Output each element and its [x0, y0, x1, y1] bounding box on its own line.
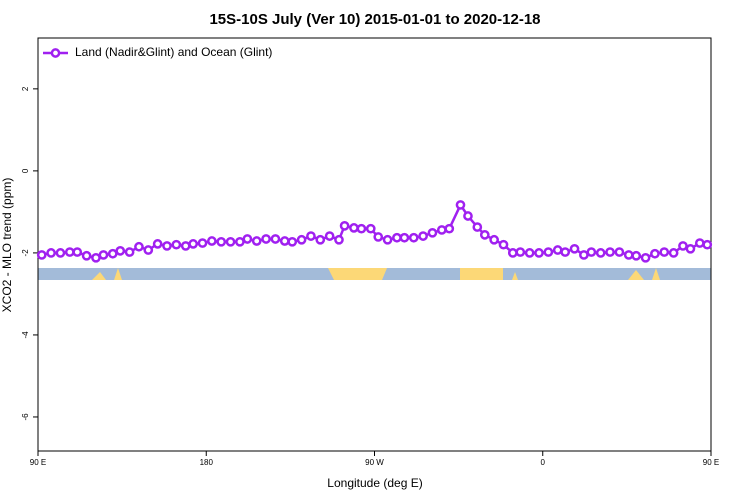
point: [668, 248, 679, 258]
point: [534, 248, 544, 258]
point: [349, 223, 359, 233]
point: [507, 248, 518, 258]
point: [623, 250, 634, 260]
point: [498, 239, 509, 250]
point: [427, 227, 438, 238]
point: [356, 223, 367, 234]
y-tick-label: -6: [21, 413, 30, 421]
point: [694, 238, 705, 248]
point: [46, 248, 56, 258]
y-tick-label: -4: [21, 331, 30, 339]
point: [569, 243, 580, 254]
point: [171, 239, 182, 250]
point: [124, 247, 135, 257]
surface-strip: [38, 268, 711, 280]
point: [444, 223, 455, 234]
x-tick-label: 0: [541, 458, 546, 467]
point: [306, 231, 316, 241]
point: [225, 236, 236, 247]
point: [261, 234, 271, 244]
point: [560, 247, 571, 257]
point: [251, 236, 262, 246]
point: [296, 234, 307, 245]
point: [382, 234, 393, 245]
point: [392, 232, 402, 243]
point: [98, 250, 109, 260]
x-tick-label: 90 W: [365, 458, 384, 467]
point: [418, 231, 428, 241]
legend-label: Land (Nadir&Glint) and Ocean (Glint): [75, 45, 272, 59]
y-axis-label: XCO2 - MLO trend (ppm): [0, 178, 14, 313]
y-tick-label: 0: [21, 168, 30, 173]
point: [605, 247, 615, 257]
y-tick-label: 2: [21, 86, 30, 91]
point: [614, 247, 625, 257]
point: [524, 248, 535, 258]
point: [365, 223, 376, 234]
point: [64, 247, 75, 257]
point: [479, 230, 490, 240]
point: [678, 241, 688, 251]
point: [408, 232, 419, 243]
point: [143, 245, 154, 255]
point: [91, 252, 101, 263]
point: [115, 246, 126, 256]
x-tick-label: 90 E: [30, 458, 46, 467]
point: [339, 220, 350, 231]
point: [436, 225, 447, 235]
point: [315, 234, 326, 245]
point: [399, 232, 410, 243]
point: [216, 236, 227, 247]
point: [188, 239, 199, 249]
point: [270, 234, 281, 244]
point: [180, 241, 191, 251]
point: [134, 241, 144, 252]
point: [162, 241, 172, 251]
point: [472, 222, 483, 232]
point: [107, 248, 118, 259]
point: [489, 234, 499, 245]
point: [552, 245, 563, 255]
point: [287, 236, 298, 247]
point: [324, 231, 335, 241]
chart-title: 15S-10S July (Ver 10) 2015-01-01 to 2020…: [209, 11, 540, 28]
point: [152, 239, 163, 249]
point: [595, 248, 606, 258]
point: [81, 250, 92, 261]
legend-marker: [50, 48, 61, 58]
point: [579, 250, 589, 260]
point: [55, 248, 66, 258]
point: [685, 243, 696, 254]
point: [242, 234, 253, 244]
point: [650, 248, 660, 259]
point: [279, 236, 290, 246]
point: [659, 247, 670, 257]
x-tick-label: 180: [200, 458, 214, 467]
point: [640, 252, 651, 263]
point: [463, 211, 473, 221]
point: [631, 250, 642, 261]
point: [235, 236, 245, 247]
point: [207, 236, 217, 246]
point: [334, 234, 344, 245]
x-axis-label: Longitude (deg E): [327, 476, 422, 490]
point: [373, 232, 384, 242]
y-tick-label: -2: [21, 249, 30, 257]
point: [197, 238, 208, 248]
point: [515, 247, 526, 257]
point: [543, 247, 554, 257]
x-tick-label: 90 E: [703, 458, 719, 467]
point: [455, 200, 466, 210]
point: [586, 247, 597, 257]
point: [36, 250, 47, 260]
point: [702, 239, 713, 250]
point: [72, 247, 83, 257]
